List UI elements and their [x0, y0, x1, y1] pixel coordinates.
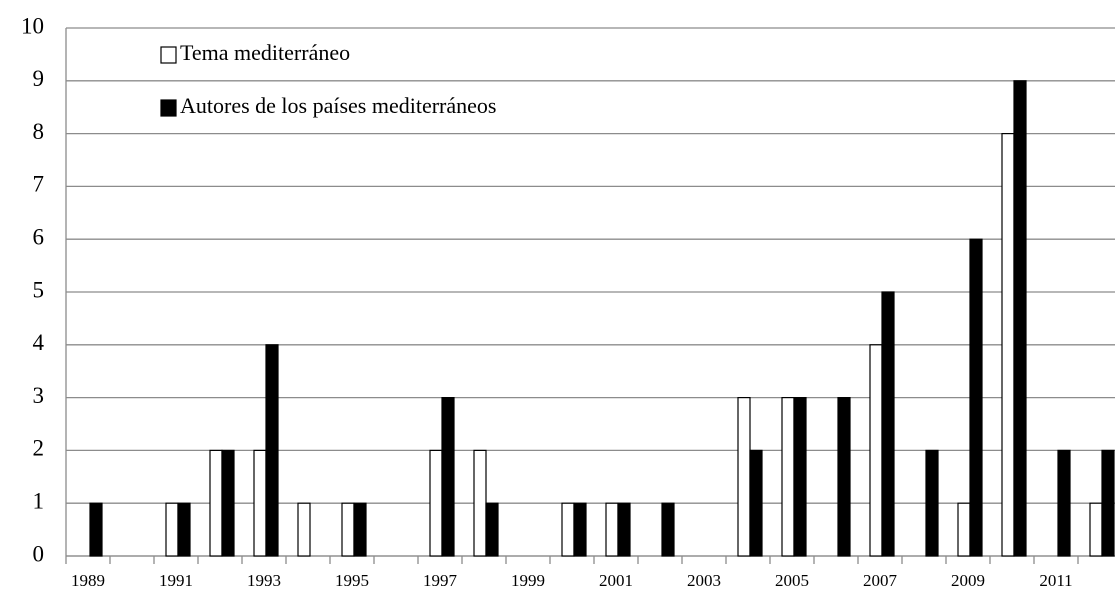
x-tick-label: 2009	[951, 571, 985, 590]
bar	[969, 238, 983, 557]
bar	[573, 502, 587, 557]
y-tick-label: 6	[33, 224, 45, 249]
x-tick-label: 1995	[335, 571, 369, 590]
bar	[1013, 80, 1027, 557]
x-tick-label: 1997	[423, 571, 458, 590]
bar	[341, 502, 355, 557]
legend-swatch	[160, 99, 177, 117]
bar	[177, 502, 191, 557]
bar	[265, 344, 279, 557]
y-tick-label: 8	[33, 119, 45, 144]
x-tick-label: 1999	[511, 571, 545, 590]
bar	[605, 502, 619, 557]
y-tick-label: 4	[33, 330, 45, 355]
y-tick-label: 0	[33, 541, 45, 566]
x-tick-label: 1989	[71, 571, 105, 590]
bar	[429, 449, 443, 557]
y-tick-label: 7	[33, 172, 45, 197]
y-tick-label: 2	[33, 436, 45, 461]
bar	[617, 502, 631, 557]
x-tick-label: 2003	[687, 571, 721, 590]
bar	[957, 502, 971, 557]
bar	[793, 397, 807, 557]
bar	[561, 502, 575, 557]
x-tick-label: 2011	[1039, 571, 1072, 590]
x-tick-label: 1993	[247, 571, 281, 590]
legend-label: Tema mediterráneo	[180, 40, 350, 65]
legend-swatch	[160, 46, 177, 64]
bar	[441, 397, 455, 557]
bar	[209, 449, 223, 557]
bar	[473, 449, 487, 557]
bar	[837, 397, 851, 557]
bar	[1057, 449, 1071, 557]
x-tick-label: 1991	[159, 571, 193, 590]
x-tick-label: 2001	[599, 571, 633, 590]
bar	[297, 502, 311, 557]
bar	[1089, 502, 1103, 557]
bar	[661, 502, 675, 557]
x-tick-label: 2007	[863, 571, 898, 590]
bar	[749, 449, 763, 557]
bar	[89, 502, 103, 557]
bar	[869, 344, 883, 557]
bar	[925, 449, 939, 557]
bar	[221, 449, 235, 557]
bar	[881, 291, 895, 557]
bar	[253, 449, 267, 557]
bar	[485, 502, 499, 557]
bar	[353, 502, 367, 557]
legend-label: Autores de los países mediterráneos	[180, 93, 496, 118]
bar	[737, 397, 751, 557]
y-tick-label: 3	[33, 383, 45, 408]
bar	[1001, 133, 1015, 557]
y-tick-label: 5	[33, 277, 45, 302]
bar	[781, 397, 795, 557]
y-tick-label: 10	[21, 13, 44, 38]
bar	[1101, 449, 1115, 557]
y-tick-label: 9	[33, 66, 45, 91]
x-tick-label: 2005	[775, 571, 809, 590]
bar	[165, 502, 179, 557]
y-tick-label: 1	[33, 488, 45, 513]
